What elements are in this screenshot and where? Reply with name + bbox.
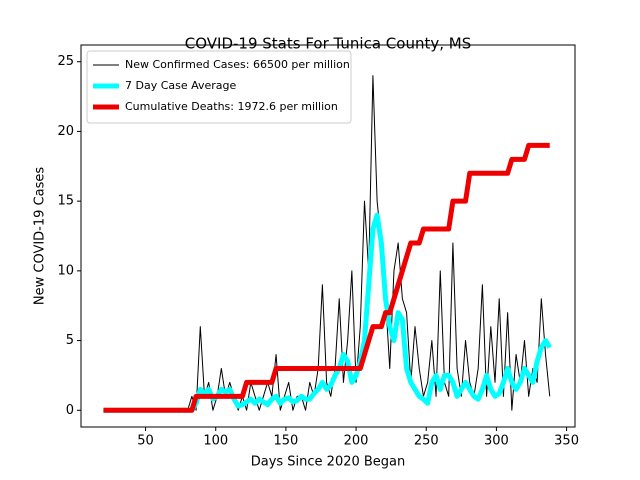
x-axis-label: Days Since 2020 Began: [251, 455, 406, 470]
y-tick-label: 10: [57, 263, 74, 278]
legend-label: Cumulative Deaths: 1972.6 per million: [125, 100, 338, 113]
x-tick-label: 150: [273, 434, 298, 449]
y-tick-label: 25: [57, 54, 74, 69]
y-tick-label: 15: [57, 194, 74, 209]
series-line: [103, 142, 550, 413]
legend-label: 7 Day Case Average: [125, 79, 237, 92]
y-tick-label: 20: [57, 124, 74, 139]
x-tick-label: 100: [203, 434, 228, 449]
x-tick-label: 200: [344, 434, 369, 449]
plot-frame: [80, 44, 576, 428]
legend-box: [86, 50, 352, 124]
y-axis-label: New COVID-19 Cases: [33, 167, 48, 305]
x-tick-label: 250: [414, 434, 439, 449]
x-tick-label: 350: [554, 434, 579, 449]
legend-label: New Confirmed Cases: 66500 per million: [125, 58, 350, 71]
y-tick-label: 0: [66, 403, 74, 418]
chart-title: COVID-19 Stats For Tunica County, MS: [185, 35, 471, 53]
y-tick-label: 5: [66, 333, 74, 348]
x-tick-label: 300: [484, 434, 509, 449]
x-tick-label: 50: [137, 434, 154, 449]
